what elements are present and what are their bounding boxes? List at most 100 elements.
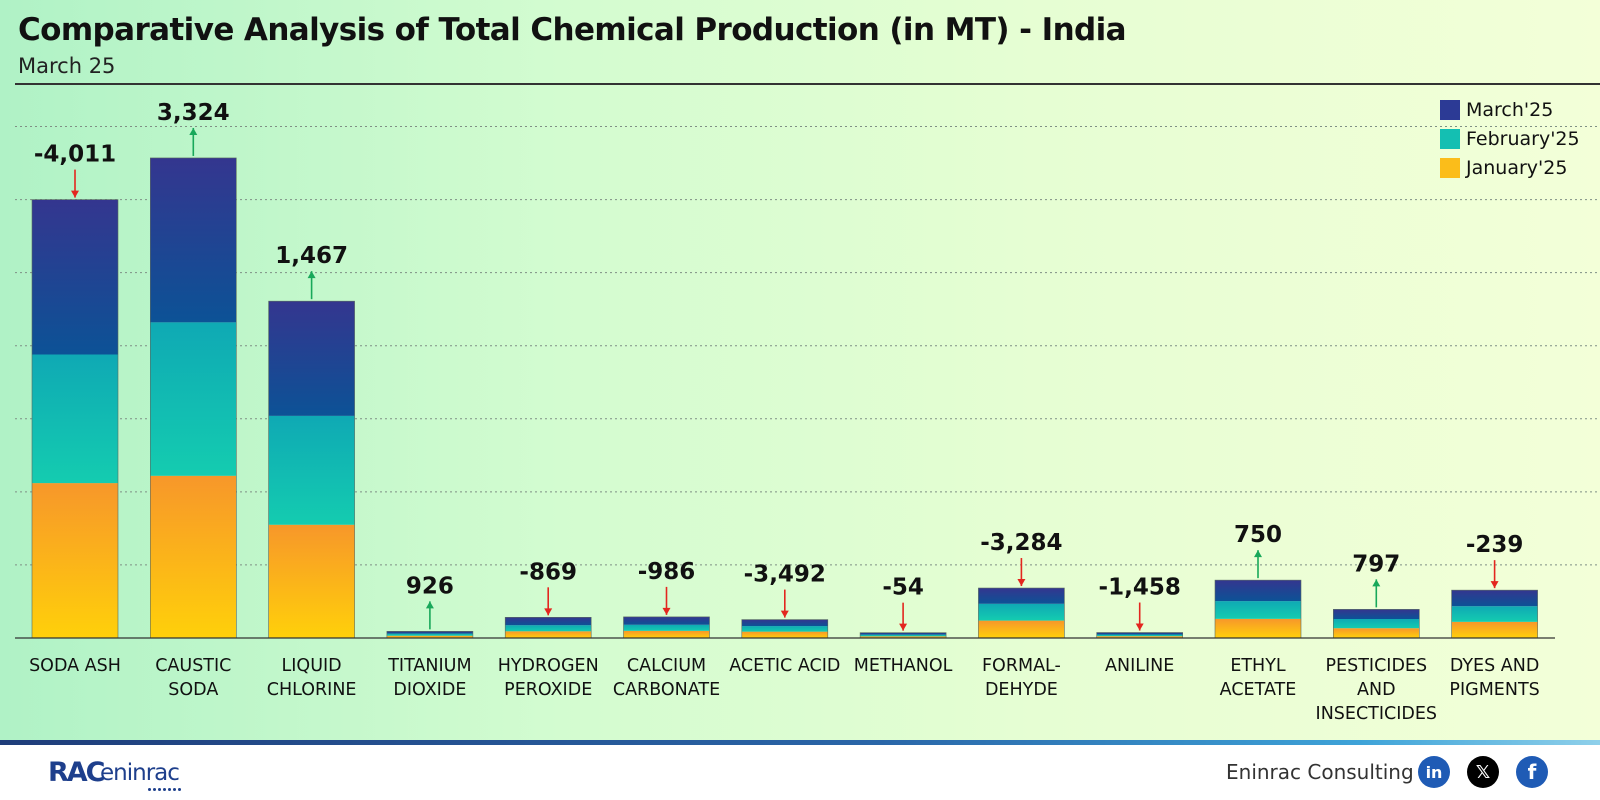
- arrowhead-down-icon: [780, 610, 789, 618]
- bar-segment-march: [150, 157, 237, 323]
- change-value-label: -1,458: [1099, 575, 1181, 601]
- bar-segment-february: [505, 625, 592, 632]
- category-label: CALCIUM: [627, 656, 706, 676]
- arrowhead-down-icon: [544, 608, 553, 616]
- bar-segment-february: [978, 603, 1065, 621]
- category-label: INSECTICIDES: [1316, 704, 1438, 724]
- legend-item-january[interactable]: January'25: [1440, 153, 1580, 182]
- bar-segment-january: [386, 635, 473, 638]
- footer-divider: [0, 740, 1600, 745]
- eninrac-logo[interactable]: RAC eninrac: [48, 758, 188, 792]
- category-label: SODA: [168, 680, 218, 700]
- bar-segment-january: [860, 636, 947, 638]
- category-label: DEHYDE: [985, 680, 1058, 700]
- change-value-label: -3,284: [980, 530, 1062, 556]
- bar-segment-january: [1096, 636, 1183, 638]
- legend-swatch-january: [1440, 157, 1460, 178]
- category-label: PESTICIDES: [1326, 656, 1428, 676]
- chart-subtitle: March 25: [18, 54, 116, 78]
- title-divider: [15, 83, 1600, 85]
- footer: RAC eninrac Eninrac Consulting in 𝕏 f: [0, 745, 1600, 800]
- change-value-label: -4,011: [34, 142, 116, 168]
- bar-segment-january: [505, 631, 592, 638]
- category-label: CAUSTIC: [155, 656, 231, 676]
- bar-segment-january: [1215, 618, 1301, 638]
- category-label: METHANOL: [854, 656, 953, 676]
- bar-segment-january: [1451, 621, 1538, 638]
- category-label: PEROXIDE: [504, 680, 592, 700]
- bar-segment-february: [1333, 619, 1420, 629]
- bar-segment-january: [623, 630, 710, 638]
- legend-item-march[interactable]: March'25: [1440, 95, 1580, 124]
- arrowhead-down-icon: [1135, 623, 1144, 631]
- bar-segment-february: [860, 634, 947, 637]
- bar-segment-march: [268, 301, 355, 416]
- bar-segment-march: [741, 619, 828, 627]
- category-label: ETHYL: [1230, 656, 1286, 676]
- category-label: ACETATE: [1220, 680, 1297, 700]
- bar-segment-march: [1451, 590, 1538, 607]
- category-label: LIQUID: [282, 656, 342, 676]
- change-value-label: 797: [1352, 551, 1400, 577]
- change-value-label: -54: [882, 575, 924, 601]
- logo-wordmark: eninrac: [100, 760, 180, 786]
- arrowhead-up-icon: [1372, 579, 1381, 587]
- bar-segment-march: [505, 617, 592, 626]
- change-value-label: 926: [406, 573, 454, 599]
- change-value-label: 750: [1234, 522, 1282, 548]
- change-value-label: -3,492: [744, 562, 826, 588]
- category-label: DYES AND: [1450, 656, 1539, 676]
- arrowhead-up-icon: [307, 271, 316, 279]
- category-label: CHLORINE: [267, 680, 357, 700]
- legend-label-february: February'25: [1466, 127, 1580, 150]
- bar-segment-march: [1096, 632, 1183, 635]
- bar-segment-march: [860, 632, 947, 635]
- category-label: PIGMENTS: [1449, 680, 1539, 700]
- bar-segment-january: [978, 620, 1065, 638]
- bar-segment-march: [978, 588, 1065, 604]
- facebook-icon[interactable]: f: [1516, 756, 1548, 788]
- bar-segment-march: [1215, 580, 1301, 602]
- bar-segment-february: [32, 354, 118, 484]
- category-label: ANILINE: [1105, 656, 1174, 676]
- legend-swatch-march: [1440, 99, 1460, 120]
- arrowhead-up-icon: [425, 601, 434, 609]
- bar-segment-january: [150, 475, 237, 638]
- bar-segment-january: [741, 631, 828, 638]
- category-label: DIOXIDE: [393, 680, 466, 700]
- arrowhead-down-icon: [662, 607, 671, 615]
- logo-mark: RAC: [48, 757, 105, 788]
- x-twitter-icon[interactable]: 𝕏: [1467, 756, 1499, 788]
- bar-segment-march: [386, 631, 473, 634]
- change-value-label: 1,467: [275, 243, 348, 269]
- chart-title: Comparative Analysis of Total Chemical P…: [18, 12, 1127, 48]
- company-name: Eninrac Consulting: [1226, 760, 1414, 784]
- arrowhead-up-icon: [189, 127, 198, 135]
- category-label: AND: [1357, 680, 1396, 700]
- bar-segment-january: [32, 483, 118, 638]
- bar-segment-february: [623, 624, 710, 631]
- category-label: CARBONATE: [613, 680, 720, 700]
- arrowhead-down-icon: [1017, 579, 1026, 587]
- bar-segment-february: [1451, 606, 1538, 622]
- chart-legend: March'25 February'25 January'25: [1440, 95, 1580, 182]
- change-value-label: 3,324: [157, 100, 230, 126]
- linkedin-icon[interactable]: in: [1418, 756, 1450, 788]
- bar-segment-march: [623, 616, 710, 625]
- legend-swatch-february: [1440, 128, 1460, 149]
- change-value-label: -869: [519, 559, 577, 585]
- legend-item-february[interactable]: February'25: [1440, 124, 1580, 153]
- bar-segment-february: [1215, 601, 1301, 619]
- bar-segment-february: [741, 626, 828, 632]
- stacked-bar-chart: -4,011 SODA ASH 3,324 CAUSTIC SODA 1,467 LIQUI…: [15, 100, 1600, 724]
- bar-segment-january: [268, 524, 355, 638]
- category-label: HYDROGEN: [498, 656, 599, 676]
- bar-segment-february: [268, 415, 355, 525]
- legend-label-january: January'25: [1466, 156, 1568, 179]
- category-label: TITANIUM: [387, 656, 471, 676]
- arrowhead-down-icon: [899, 623, 908, 631]
- bar-segment-february: [386, 633, 473, 636]
- arrowhead-down-icon: [1490, 581, 1499, 589]
- logo-dots: [148, 788, 181, 791]
- legend-label-march: March'25: [1466, 98, 1554, 121]
